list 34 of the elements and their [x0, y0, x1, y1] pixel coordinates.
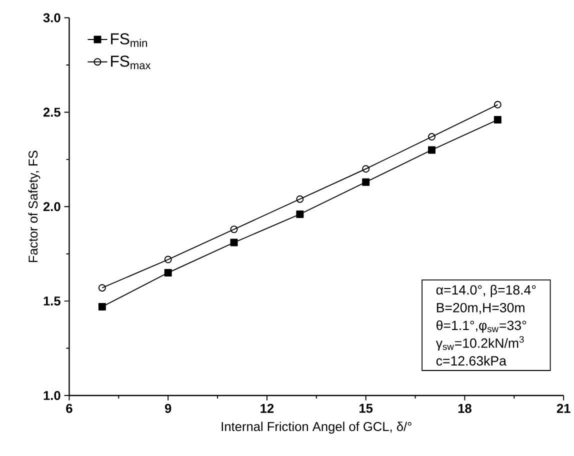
x-tick-label: 15 [360, 404, 373, 413]
point [362, 165, 370, 173]
x-axis-title: Internal Friction Angel of GCL, δ/° [222, 422, 412, 434]
y-tick-label: 3.0 [43, 13, 60, 22]
annotation: θ=1.1°,φ$_{sw}$=33° [436, 320, 526, 333]
point [230, 238, 238, 246]
annotation: c=12.63kPa [436, 356, 506, 366]
point [494, 101, 502, 109]
legend-label: FS$_{max}$ [111, 56, 151, 70]
annotation: B=20m,H=30m [436, 303, 524, 314]
y-tick-label: 1.5 [44, 296, 60, 306]
y-tick-label: 2.5 [43, 108, 60, 117]
point [98, 303, 106, 311]
legend-label: FS$_{min}$ [111, 33, 147, 47]
point [164, 256, 172, 264]
x-tick-label: 21 [556, 404, 570, 413]
point [428, 133, 436, 141]
point [296, 195, 304, 203]
annotation: γ$_{sw}$=10.2kN/m$^{3}$ [436, 336, 524, 351]
point [230, 226, 238, 234]
x-tick-label: 9 [164, 404, 172, 414]
x-tick-label: 12 [260, 404, 274, 413]
point [98, 284, 106, 292]
y-tick-label: 2.0 [43, 202, 60, 212]
point [494, 116, 502, 124]
point [296, 210, 304, 218]
y-axis-title: Factor of Safety, FS [28, 150, 40, 262]
point [362, 178, 370, 186]
x-tick-label: 6 [66, 404, 72, 414]
x-tick-label: 18 [458, 404, 472, 414]
y-tick-label: 1.0 [44, 391, 60, 400]
point [428, 146, 436, 154]
annotation: α=14.0°, β=18.4° [436, 284, 536, 298]
point [164, 269, 172, 277]
